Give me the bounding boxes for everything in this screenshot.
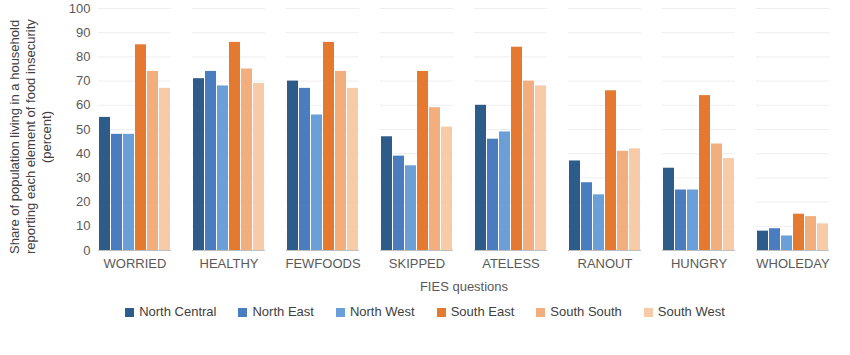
svg-text:10: 10 bbox=[76, 218, 90, 233]
svg-text:RANOUT: RANOUT bbox=[578, 256, 633, 271]
html-text:South South: South South bbox=[550, 304, 622, 319]
svg-text:90: 90 bbox=[76, 25, 90, 40]
svg-text:WORRIED: WORRIED bbox=[104, 256, 167, 271]
svg-text:FIES questions: FIES questions bbox=[420, 279, 509, 294]
svg-text:80: 80 bbox=[76, 49, 90, 64]
svg-text:30: 30 bbox=[76, 170, 90, 185]
svg-text:WHOLEDAY: WHOLEDAY bbox=[756, 256, 830, 271]
svg-text:0: 0 bbox=[83, 243, 90, 258]
svg-text:40: 40 bbox=[76, 146, 90, 161]
html-text:North East: North East bbox=[252, 304, 314, 319]
svg-text:70: 70 bbox=[76, 73, 90, 88]
svg-text:100: 100 bbox=[69, 1, 91, 16]
svg-text:HUNGRY: HUNGRY bbox=[671, 256, 727, 271]
svg-text:FEWFOODS: FEWFOODS bbox=[285, 256, 360, 271]
svg-text:20: 20 bbox=[76, 194, 90, 209]
html-text:Share of population living in: Share of population living in a househol… bbox=[7, 19, 54, 255]
svg-text:60: 60 bbox=[76, 97, 90, 112]
html-text:South West: South West bbox=[657, 304, 725, 319]
html-text:South East: South East bbox=[450, 304, 515, 319]
svg-text:HEALTHY: HEALTHY bbox=[200, 256, 259, 271]
html-text:North Central: North Central bbox=[139, 304, 217, 319]
svg-text:SKIPPED: SKIPPED bbox=[389, 256, 445, 271]
html-text:North West: North West bbox=[349, 304, 415, 319]
svg-text:50: 50 bbox=[76, 122, 90, 137]
svg-text:ATELESS: ATELESS bbox=[482, 256, 540, 271]
